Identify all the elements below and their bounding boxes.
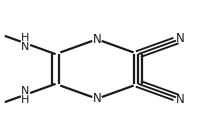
Text: N
H: N H [21, 86, 30, 105]
Text: N: N [176, 32, 185, 45]
Text: N: N [93, 33, 101, 46]
Text: N: N [93, 92, 101, 105]
Text: H
N: H N [21, 33, 30, 52]
Text: N: N [176, 93, 185, 106]
